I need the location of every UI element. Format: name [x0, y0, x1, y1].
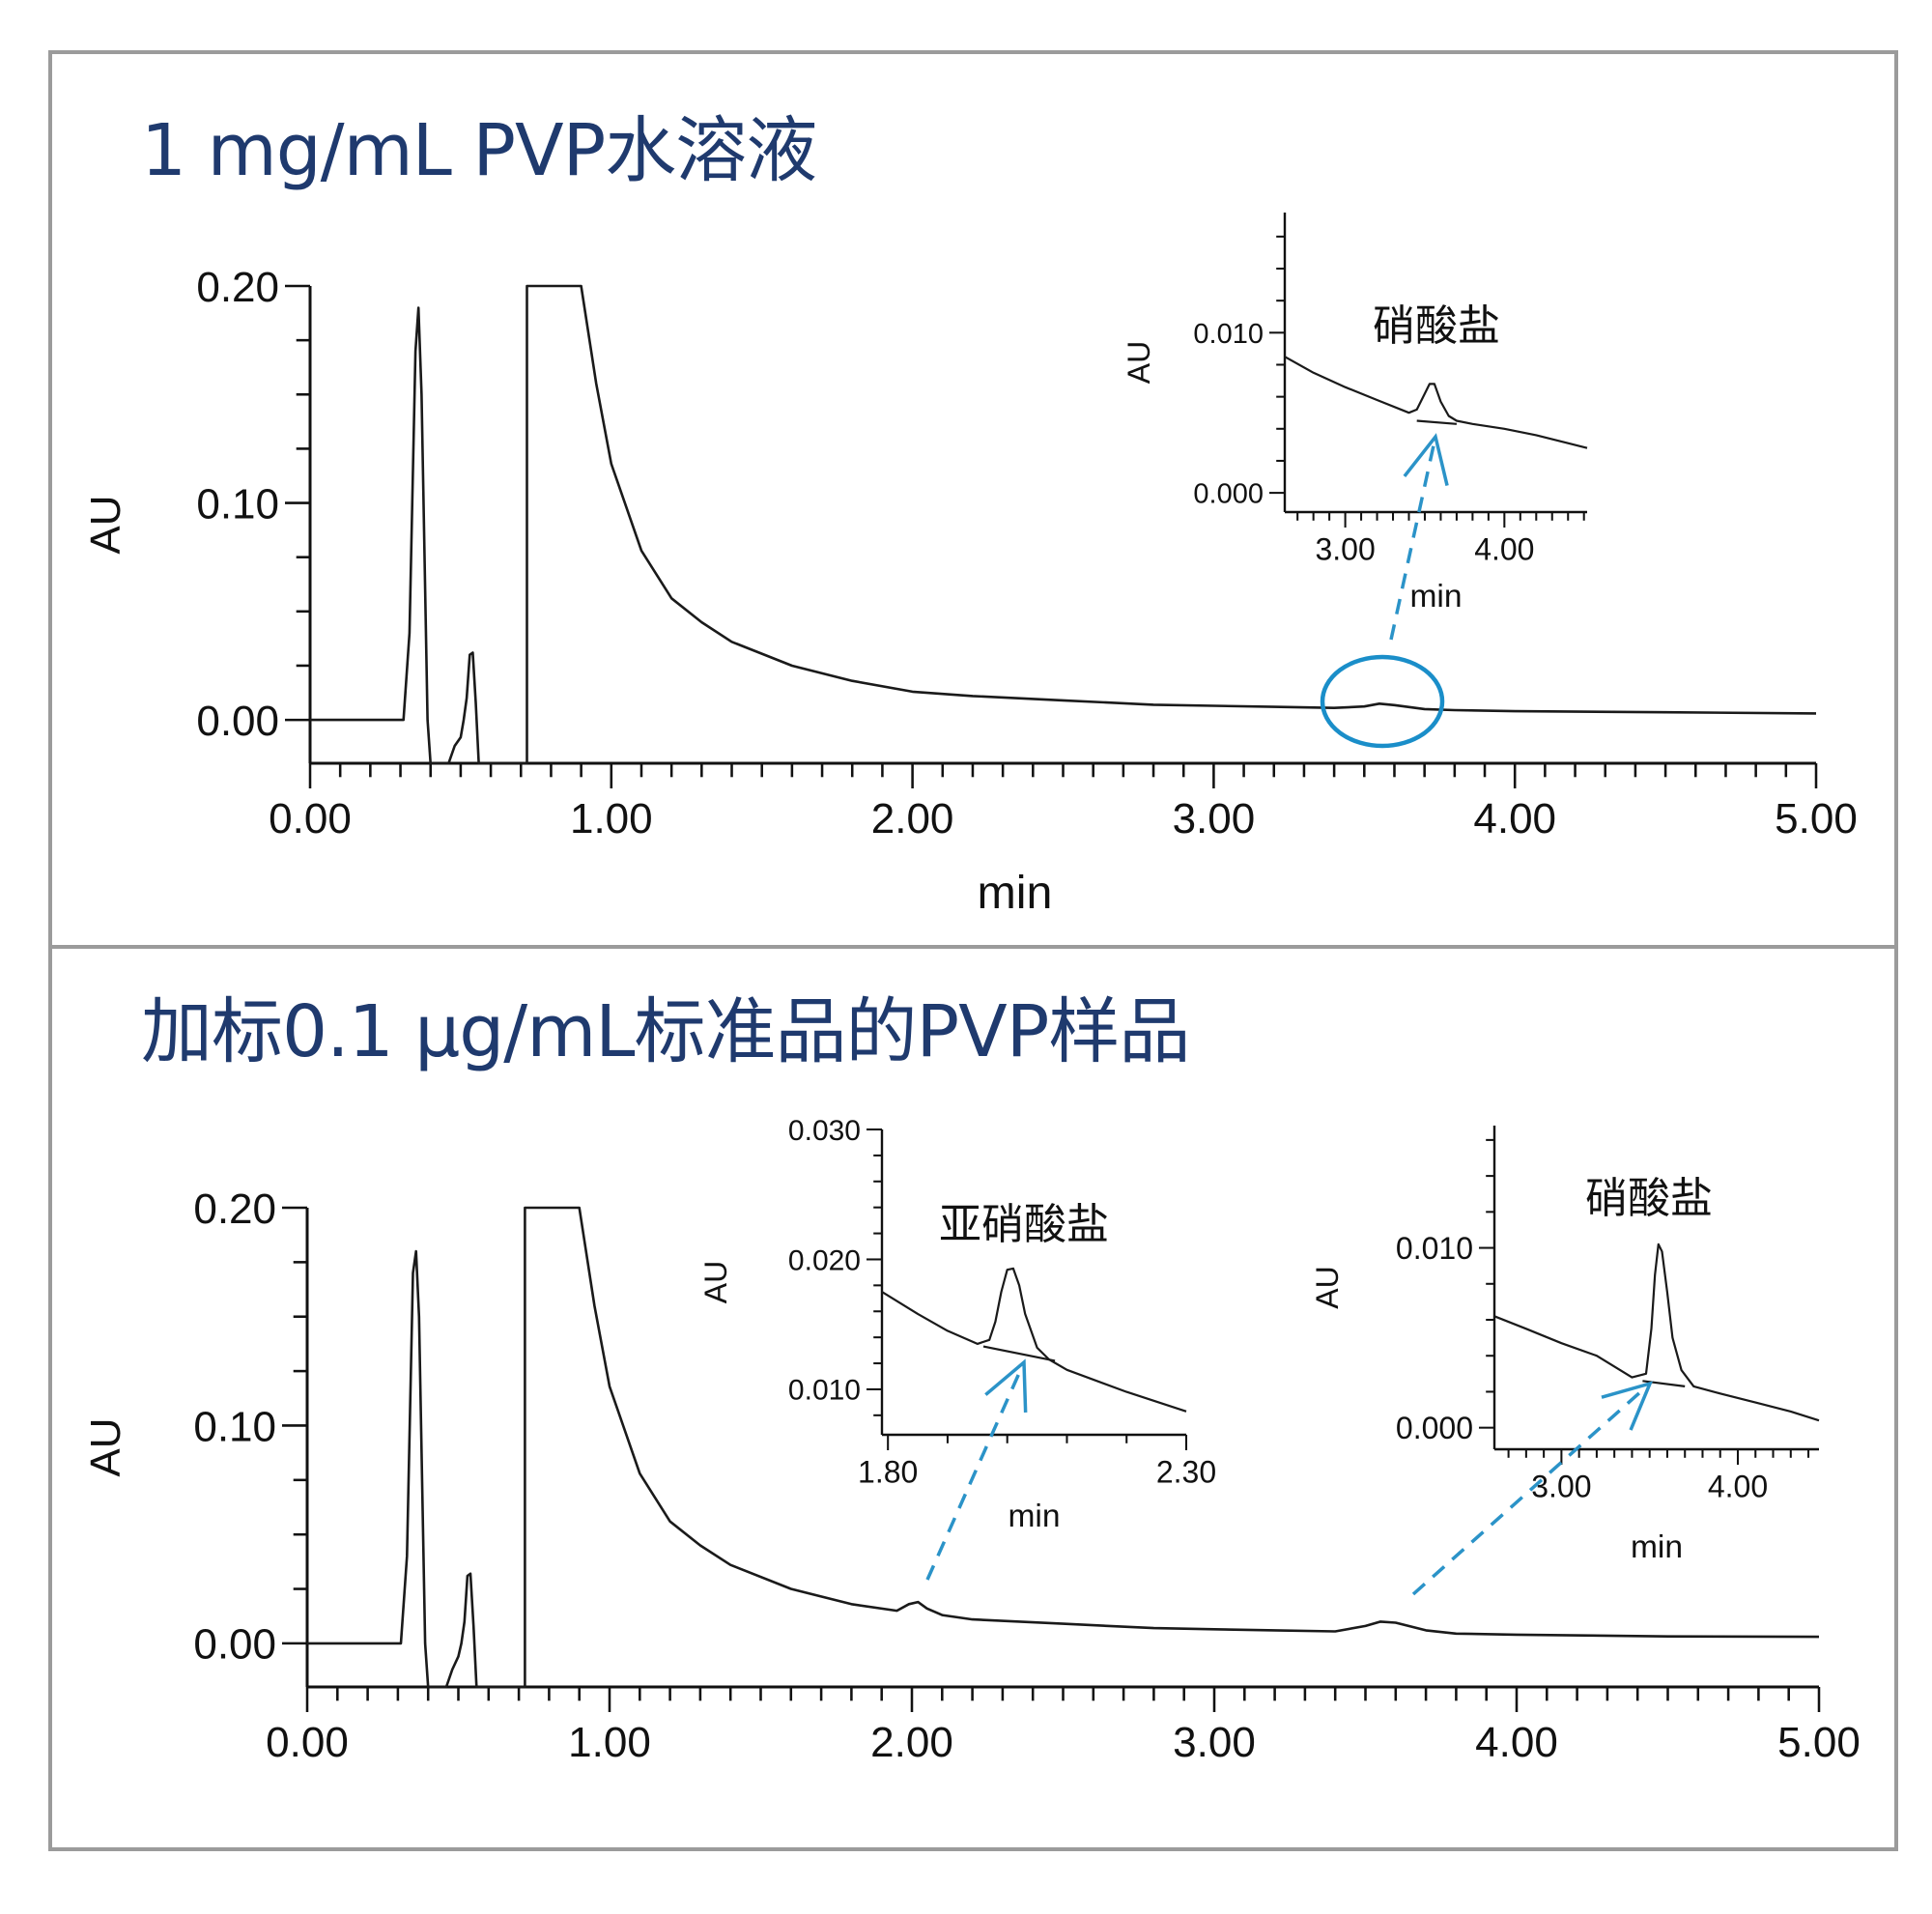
chromatogram-trace [1284, 356, 1588, 449]
peak-label: 硝酸盐 [1373, 302, 1500, 350]
baseline-segment [1642, 1380, 1686, 1387]
chart-bottom-inset-3: 1.80 2.30 0.010 0.020 0.030 min AU 亚硝酸盐 [698, 1115, 1216, 1534]
chart-top-inset-1: 3.00 4.00 0.000 0.010 min AU 硝酸盐 [1122, 213, 1588, 614]
y-tick-label: 0.10 [196, 480, 279, 528]
chromatogram-trace [881, 1267, 1187, 1413]
x-tick-label: 0.00 [266, 1719, 349, 1766]
x-tick-label: 1.00 [568, 1719, 651, 1766]
chromatogram-trace [307, 1206, 1820, 1689]
arrow-head [984, 1358, 1028, 1414]
x-tick-label: 3.00 [1315, 532, 1375, 567]
highlight-ellipse [1320, 654, 1445, 749]
panel-title-bottom: 加标0.1 µg/mL标准品的PVP样品 [141, 990, 1190, 1073]
y-axis-label: AU [1122, 341, 1156, 384]
x-tick-label: 5.00 [1777, 1719, 1861, 1766]
x-axis-label: min [1631, 1529, 1683, 1565]
baseline-segment [1416, 419, 1457, 425]
y-tick-label: 0.20 [193, 1186, 276, 1233]
x-tick-label: 0.00 [269, 795, 352, 843]
x-axis-label: min [978, 867, 1053, 919]
y-tick-label: 0.00 [193, 1621, 276, 1669]
nitrite-link-arrow [925, 1358, 1028, 1581]
x-tick-label: 4.00 [1475, 1719, 1558, 1766]
x-tick-label: 4.00 [1708, 1470, 1768, 1504]
dashed-line [1389, 436, 1437, 641]
x-tick-label: 2.00 [871, 795, 954, 843]
y-axis-label: AU [82, 495, 129, 554]
x-tick-label: 3.00 [1173, 1719, 1256, 1766]
nitrate-link-arrow-bottom [1411, 1381, 1654, 1596]
y-tick-label: 0.10 [193, 1403, 276, 1450]
baseline-segment [982, 1345, 1056, 1362]
chart-bottom-inset-4: 3.00 4.00 0.000 0.010 min AU 硝酸盐 [1310, 1126, 1820, 1565]
chromatogram-trace [1493, 1243, 1820, 1422]
peak-label: 硝酸盐 [1585, 1175, 1713, 1222]
peak-label: 亚硝酸盐 [939, 1201, 1109, 1248]
arrow-head [1403, 433, 1449, 486]
y-axis-label: AU [698, 1261, 733, 1303]
x-tick-label: 2.00 [870, 1719, 953, 1766]
y-tick-label: 0.030 [788, 1115, 861, 1147]
panel-title-top: 1 mg/mL PVP水溶液 [141, 109, 817, 192]
x-axis-label: min [1008, 1499, 1060, 1534]
y-tick-label: 0.000 [1396, 1411, 1473, 1445]
y-tick-label: 0.020 [788, 1244, 861, 1276]
x-tick-label: 2.30 [1156, 1455, 1216, 1490]
x-tick-label: 3.00 [1173, 795, 1256, 843]
dashed-line [1411, 1382, 1652, 1596]
nitrate-link-arrow-top [1389, 433, 1449, 641]
x-tick-label: 1.80 [858, 1455, 918, 1490]
x-tick-label: 5.00 [1775, 795, 1858, 843]
x-tick-label: 1.00 [570, 795, 653, 843]
chart-top-main-0: 0.00 1.00 2.00 3.00 4.00 5.00 0.00 0.10 0.20 min A… [82, 264, 1858, 919]
panel-spiked-sample: 加标0.1 µg/mL标准品的PVP样品 [48, 945, 1898, 1851]
chromatogram-trace [310, 284, 1817, 765]
y-tick-label: 0.010 [788, 1375, 861, 1407]
y-axis-label: AU [82, 1417, 129, 1476]
chart-bottom-main-2: 0.00 1.00 2.00 3.00 4.00 5.00 0.00 0.10 0.20 AU [82, 1186, 1861, 1766]
y-axis-label: AU [1310, 1266, 1345, 1308]
y-tick-label: 0.000 [1193, 479, 1264, 510]
x-tick-label: 4.00 [1473, 795, 1556, 843]
dashed-line [925, 1361, 1026, 1581]
y-tick-label: 0.00 [196, 698, 279, 745]
y-tick-label: 0.010 [1396, 1231, 1473, 1266]
x-tick-label: 4.00 [1474, 532, 1534, 567]
y-tick-label: 0.010 [1193, 319, 1264, 350]
arrow-head [1601, 1381, 1654, 1431]
x-tick-label: 3.00 [1531, 1470, 1591, 1504]
x-axis-label: min [1409, 579, 1462, 614]
y-tick-label: 0.20 [196, 264, 279, 311]
